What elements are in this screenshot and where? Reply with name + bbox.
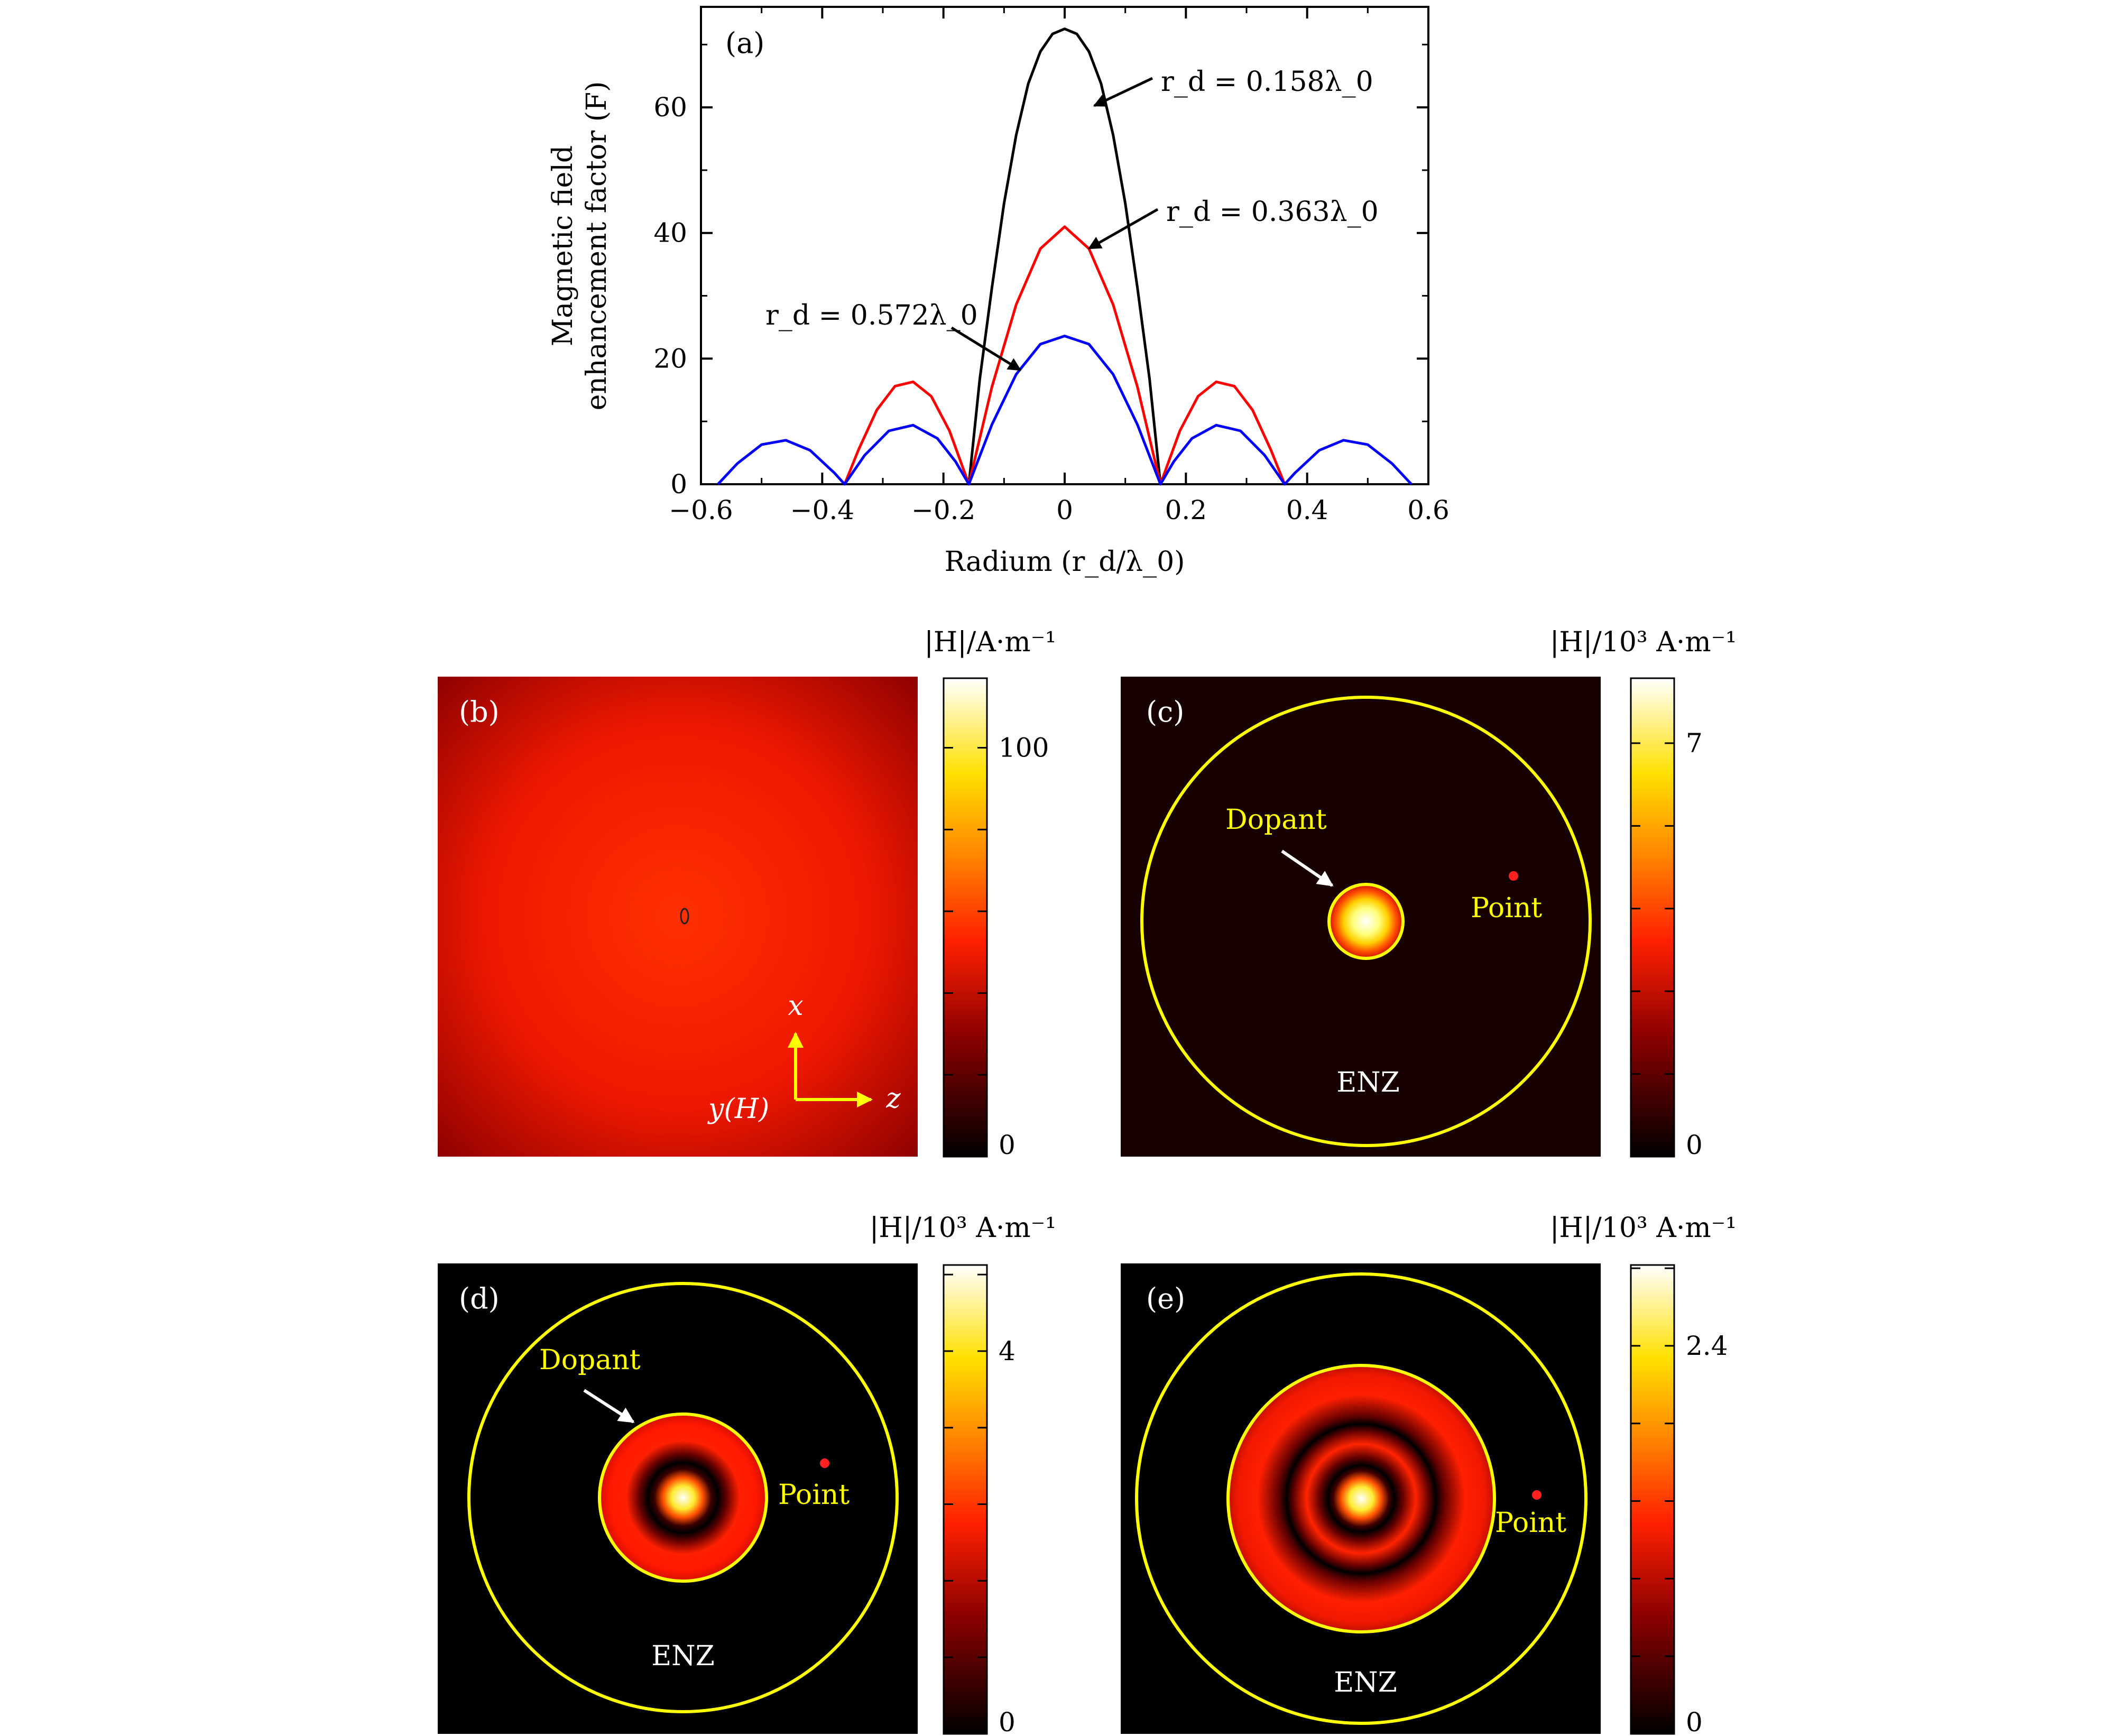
x-tick-label: −0.6 — [669, 495, 733, 525]
axis-y-label: y(H) — [707, 1093, 769, 1125]
y-axis-label: Magnetic field enhancement factor (F) — [547, 81, 613, 411]
y-tick-label: 20 — [653, 343, 687, 374]
colorbar-title: |H|/A·m⁻¹ — [924, 626, 1056, 658]
y-tick-label: 40 — [653, 218, 687, 248]
colorbar — [943, 1264, 988, 1735]
point-label: Point — [778, 1479, 850, 1511]
colorbar-ticks: 04 — [944, 1273, 1016, 1736]
annotation-0158: r_d = 0.158λ_0 — [1161, 66, 1373, 98]
x-axis-ticks: −0.6 −0.4 −0.2 0 0.2 0.4 0.6 — [669, 7, 1450, 525]
x-tick-label: 0 — [1056, 495, 1073, 525]
colorbar-tick-label: 0 — [1686, 1707, 1703, 1736]
colorbar-ticks: 02.4 — [1631, 1267, 1728, 1736]
colorbar-ticks: 07 — [1631, 728, 1703, 1160]
dopant-spot — [1329, 884, 1403, 958]
annotation-0572: r_d = 0.572λ_0 — [765, 300, 978, 331]
annotation-0158-arrow — [1093, 77, 1153, 107]
panel-e: (e) Point ENZ 02.4 |H|/10³ A·m⁻¹ — [1121, 1212, 1737, 1736]
colorbar-tick-label: 2.4 — [1686, 1331, 1728, 1361]
panel-c: (c) Dopant Point ENZ 07 |H|/10³ A·m⁻¹ — [1121, 626, 1737, 1160]
enz-boundary — [1135, 1272, 1587, 1725]
point-marker — [1509, 871, 1518, 881]
panel-c-label: (c) — [1146, 695, 1184, 728]
colorbar-title: |H|/10³ A·m⁻¹ — [1550, 1212, 1737, 1244]
y-tick-label: 0 — [670, 469, 687, 500]
y-axis-label-line-2: enhancement factor (F) — [581, 81, 613, 411]
x-tick-label: −0.4 — [790, 495, 854, 525]
axis-z-label: z — [885, 1083, 901, 1114]
colorbar-title: |H|/10³ A·m⁻¹ — [1550, 626, 1737, 658]
dopant-label: Dopant — [1225, 804, 1327, 836]
y-tick-label: 60 — [653, 92, 687, 123]
x-tick-label: 0.2 — [1165, 495, 1207, 525]
point-label: Point — [1471, 892, 1542, 924]
y-axis-ticks: 0 20 40 60 — [653, 43, 1428, 500]
x-tick-label: 0.6 — [1407, 495, 1450, 525]
colorbar-tick-label: 4 — [999, 1336, 1016, 1366]
series-rd-0572-line — [717, 335, 1413, 486]
colorbar-tick-label: 100 — [999, 732, 1049, 763]
colorbar-tick-label: 0 — [999, 1707, 1016, 1736]
panel-a: (a) −0.6 −0.4 −0.2 0 0.2 0.4 0.6 0 20 40 60 Radiu… — [547, 6, 1450, 578]
panel-e-label: (e) — [1146, 1282, 1185, 1315]
axis-x-label: x — [788, 990, 803, 1022]
dopant-field — [1228, 1365, 1494, 1632]
dopant-arrow — [583, 1389, 635, 1424]
enz-boundary — [1140, 696, 1592, 1147]
enz-label: ENZ — [1336, 1067, 1400, 1098]
colorbar-tick-label: 0 — [1686, 1130, 1703, 1160]
enz-label: ENZ — [1334, 1667, 1397, 1698]
x-axis-label: Radium (r_d/λ_0) — [945, 546, 1185, 578]
point-label: Point — [1495, 1507, 1566, 1539]
panel-b: (b) x z y(H) 0 100 |H|/A·m⁻¹ — [438, 626, 1056, 1160]
x-tick-label: −0.2 — [911, 495, 975, 525]
dopant-boundary — [598, 1412, 768, 1583]
dopant-contour — [680, 908, 689, 925]
point-marker — [1532, 1490, 1542, 1500]
point-marker — [820, 1458, 829, 1468]
panel-d-label: (d) — [459, 1282, 500, 1315]
dopant-boundary — [1327, 883, 1405, 960]
colorbar — [943, 677, 988, 1158]
y-axis-label-line-1: Magnetic field — [547, 145, 579, 346]
annotation-0363-arrow — [1087, 208, 1159, 250]
series-rd-0158-line — [967, 27, 1162, 485]
colorbar-tick-label: 7 — [1686, 728, 1703, 759]
dopant-boundary — [1226, 1364, 1496, 1633]
colorbar-ticks: 0 100 — [944, 732, 1049, 1160]
panel-b-label: (b) — [459, 695, 500, 728]
colorbar — [1630, 677, 1675, 1158]
enz-label: ENZ — [651, 1640, 715, 1672]
colorbar-tick-label: 0 — [999, 1130, 1016, 1160]
colorbar-title: |H|/10³ A·m⁻¹ — [870, 1212, 1056, 1244]
dopant-arrow — [1281, 849, 1334, 887]
series-group — [717, 27, 1413, 486]
enz-boundary — [467, 1282, 899, 1713]
dopant-label: Dopant — [539, 1344, 641, 1376]
annotation-0572-arrow — [950, 326, 1022, 372]
colorbar — [1630, 1264, 1675, 1735]
panel-d: (d) Dopant Point ENZ 04 |H|/10³ A·m⁻¹ — [438, 1212, 1056, 1736]
dopant-field — [599, 1414, 767, 1581]
annotation-0363: r_d = 0.363λ_0 — [1166, 196, 1379, 228]
field-map — [438, 677, 918, 1157]
series-rd-0363-line — [843, 225, 1286, 486]
panel-a-label: (a) — [725, 26, 764, 60]
x-tick-label: 0.4 — [1286, 495, 1328, 525]
